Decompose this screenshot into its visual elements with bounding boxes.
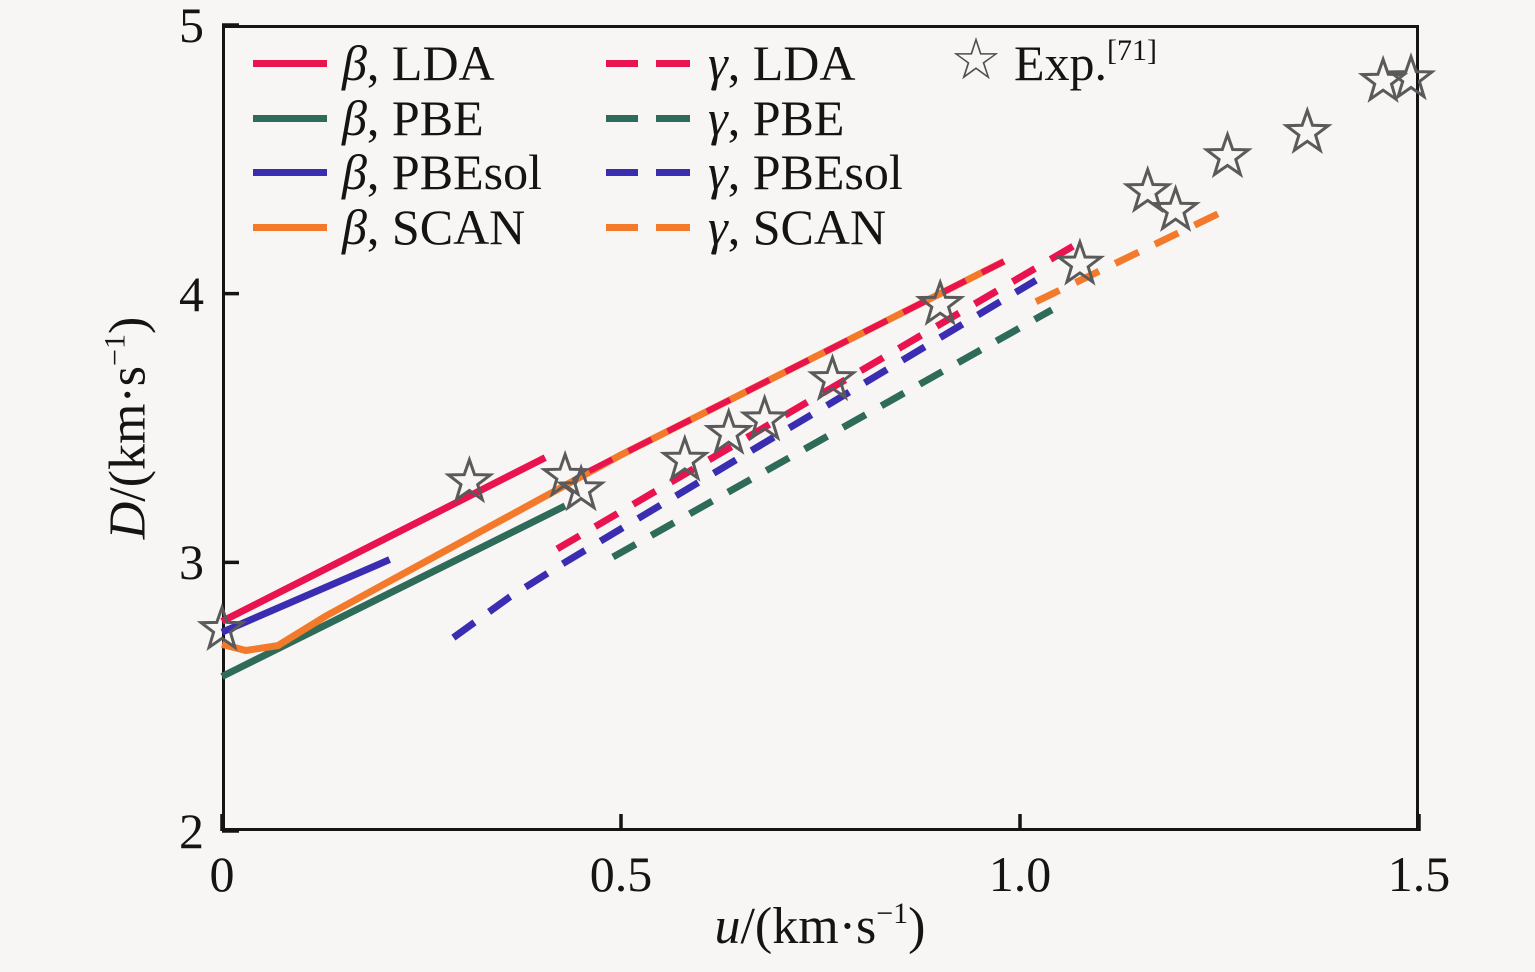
legend-phase-symbol: γ: [708, 199, 728, 255]
x-axis-unit-sup: −1: [876, 897, 909, 930]
legend-phase-symbol: β: [342, 199, 367, 255]
x-axis-symbol: u: [714, 898, 741, 955]
legend-label-γ-PBE: γ, PBE: [708, 90, 845, 146]
series-line--scan: [1034, 209, 1222, 305]
x-tick-label: 1.5: [1387, 846, 1451, 902]
series-line--lda: [220, 454, 547, 625]
legend-dash: [656, 115, 690, 122]
exp-star-marker: [703, 406, 755, 455]
x-tick-label: 1.0: [988, 846, 1052, 902]
legend-swatch-dashed-scan: [606, 224, 692, 231]
y-axis-unit-close: ): [99, 316, 157, 335]
legend-phase-symbol: β: [342, 35, 367, 91]
y-axis-unit-sup: −1: [98, 334, 132, 366]
exp-star-marker: [659, 433, 711, 482]
legend-swatch-solid-pbe: [253, 115, 327, 122]
legend-label-β-LDA: β, LDA: [342, 35, 495, 91]
legend-dash: [606, 224, 638, 231]
legend-label-β-PBE: β, PBE: [342, 90, 484, 146]
exp-star-marker: [914, 277, 966, 326]
exp-star-marker: [555, 463, 607, 512]
exp-star-marker: [1054, 237, 1106, 286]
y-axis-symbol: D: [99, 501, 157, 540]
legend-phase-symbol: γ: [708, 35, 728, 91]
exp-star-marker: [739, 393, 790, 442]
x-axis-title: u/(km·s−1): [520, 897, 1120, 956]
legend-label-γ-PBEsol: γ, PBEsol: [708, 144, 903, 200]
legend-swatch-solid-lda: [253, 60, 327, 67]
legend-label-exp: Exp.[71]: [1014, 34, 1158, 91]
legend-phase-symbol: γ: [708, 90, 728, 146]
legend-swatch-dashed-pbesol: [606, 169, 692, 176]
y-axis-unit: /(km·s: [99, 365, 157, 502]
legend-swatch-dashed-lda: [606, 60, 692, 67]
exp-star-marker: [1122, 165, 1173, 214]
legend-label-γ-LDA: γ, LDA: [708, 35, 856, 91]
exp-star-marker: [1385, 52, 1437, 101]
legend-swatch-dashed-pbe: [606, 115, 692, 122]
exp-reference-superscript: [71]: [1107, 34, 1158, 67]
legend-dash: [656, 169, 690, 176]
plot-area: [196, 23, 1437, 833]
series-line--pbe: [611, 306, 1054, 561]
legend-dash-gap: [638, 115, 656, 122]
series-line-red-dashes-overlapping-scan-line: [587, 258, 1006, 474]
legend-dash: [606, 169, 638, 176]
y-axis-title: D/(km·s−1): [99, 317, 158, 540]
legend-dash: [656, 60, 690, 67]
legend-dash: [606, 60, 638, 67]
legend-dash: [606, 115, 638, 122]
legend-dash-gap: [638, 60, 656, 67]
legend-swatch-solid-scan: [253, 224, 327, 231]
exp-star-marker: [1150, 183, 1201, 232]
legend-label-γ-SCAN: γ, SCAN: [708, 199, 887, 255]
plot-frame: [222, 25, 1419, 831]
y-tick-label: 3: [179, 534, 204, 591]
legend-swatch-solid-pbesol: [253, 169, 327, 176]
legend-phase-symbol: β: [342, 90, 367, 146]
exp-star-marker: [444, 455, 495, 504]
legend-phase-symbol: γ: [708, 144, 728, 200]
exp-star-marker: [196, 602, 248, 651]
series-line--pbesol: [220, 556, 391, 636]
x-axis-unit: /(km·s: [740, 898, 877, 955]
x-axis-unit-close: ): [908, 898, 926, 955]
legend-dash-gap: [638, 169, 656, 176]
legend-label-β-PBEsol: β, PBEsol: [342, 144, 542, 200]
y-tick-label: 2: [179, 803, 204, 859]
exp-star-marker: [1202, 130, 1253, 179]
exp-star-marker: [1282, 105, 1333, 155]
x-tick-label: 0.5: [589, 846, 653, 902]
series-line--lda: [555, 236, 1086, 552]
x-tick-label: 0: [209, 846, 235, 902]
legend-phase-symbol: β: [342, 144, 367, 200]
legend-dash-gap: [638, 224, 656, 231]
series-line--pbesol: [451, 277, 1038, 641]
exp-star-marker: [807, 353, 858, 402]
legend-label-β-SCAN: β, SCAN: [342, 199, 526, 255]
y-tick-label: 5: [179, 0, 204, 53]
exp-star-marker: [1357, 54, 1409, 103]
y-tick-label: 4: [179, 265, 204, 322]
legend-star-icon: ☆: [950, 27, 1002, 92]
legend-dash: [656, 224, 690, 231]
